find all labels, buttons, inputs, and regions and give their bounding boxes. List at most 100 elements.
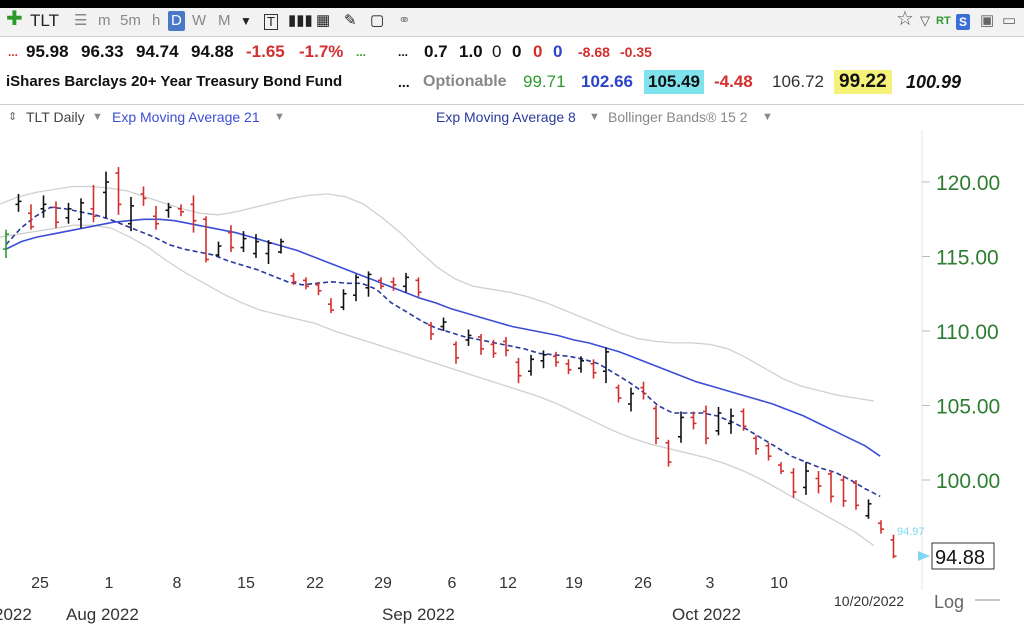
- price-bar: [28, 204, 34, 230]
- price-bar: [440, 317, 447, 331]
- bar-chart-icon[interactable]: ▮▮▮: [288, 12, 313, 29]
- timeframe-m[interactable]: m: [98, 12, 111, 29]
- list-icon[interactable]: ☰: [74, 12, 88, 29]
- last-date-label: 10/20/2022: [834, 593, 904, 609]
- price-bar: [453, 341, 459, 364]
- text-tool-icon[interactable]: T: [264, 14, 278, 30]
- realtime-icon[interactable]: RT: [936, 15, 951, 27]
- month-label: Aug 2022: [66, 605, 139, 624]
- link-icon[interactable]: ⚭: [398, 12, 411, 29]
- chevron-down-icon[interactable]: ▼: [92, 111, 103, 123]
- month-label: Sep 2022: [382, 605, 455, 624]
- x-tick-label: 26: [634, 575, 652, 592]
- ema21-line: [5, 218, 881, 457]
- y-tick-label: 105.00: [936, 396, 1000, 419]
- stat-value: 106.72: [772, 72, 824, 91]
- stat-value: 0: [533, 42, 543, 61]
- price-bar: [365, 271, 372, 297]
- pencil-icon[interactable]: ✎: [344, 12, 357, 29]
- sort-icon[interactable]: ⇕: [8, 111, 18, 123]
- price-bar: [190, 195, 197, 233]
- price-bar: [565, 359, 572, 375]
- price-bar: [778, 462, 784, 475]
- y-tick-label: 100.00: [936, 470, 1000, 493]
- timeframe-w[interactable]: W: [192, 12, 207, 29]
- price-bar: [603, 347, 609, 384]
- y-tick-label: 110.00: [936, 321, 999, 344]
- close-value: 94.88: [191, 42, 234, 61]
- star-icon[interactable]: ☆: [896, 8, 914, 30]
- share-icon[interactable]: S: [956, 14, 971, 30]
- x-tick-label: 8: [173, 575, 182, 592]
- price-bar: [478, 333, 484, 355]
- last-marker-label: 94.97: [897, 526, 925, 538]
- stat-value-highlight: 105.49: [644, 70, 704, 94]
- price-bar: [303, 277, 309, 290]
- timeframe-dropdown-icon[interactable]: ▼: [240, 14, 252, 28]
- dots: ...: [398, 74, 410, 90]
- calculator-icon[interactable]: ▦: [316, 12, 331, 29]
- x-tick-label: 25: [31, 575, 49, 592]
- price-bar: [353, 274, 359, 302]
- price-bar: [465, 329, 472, 346]
- price-bar: [3, 229, 9, 258]
- stat-value: -0.35: [620, 44, 652, 60]
- price-bar: [740, 408, 747, 431]
- legend-series-price[interactable]: TLT Daily: [26, 109, 85, 125]
- filter-icon[interactable]: ▽: [920, 13, 930, 28]
- price-bar: [828, 471, 834, 503]
- price-bar: [403, 272, 409, 293]
- price-bar: [815, 471, 822, 494]
- chevron-down-icon[interactable]: ▼: [762, 111, 773, 123]
- price-bar: [590, 359, 597, 379]
- stat-value-highlight: 99.22: [834, 70, 892, 94]
- price-bar: [703, 405, 709, 445]
- legend-ema8[interactable]: Exp Moving Average 8: [436, 109, 576, 125]
- quote-row-prices: ... 95.98 96.33 94.74 94.88 -1.65 -1.7% …: [0, 40, 1024, 64]
- save-icon[interactable]: ▣: [980, 12, 995, 29]
- stat-value: 0: [492, 42, 502, 61]
- price-bar: [265, 240, 272, 264]
- timeframe-h[interactable]: h: [152, 12, 161, 29]
- stat-value: 0: [553, 42, 563, 61]
- price-bar: [90, 184, 97, 223]
- timeframe-5m[interactable]: 5m: [120, 12, 141, 29]
- stat-value: 1.0: [459, 42, 483, 61]
- price-bar: [290, 272, 297, 285]
- log-scale-toggle: Log: [934, 592, 964, 612]
- open-value: 95.98: [26, 42, 69, 61]
- legend-ema21[interactable]: Exp Moving Average 21: [112, 109, 260, 125]
- timeframe-mo[interactable]: M: [218, 12, 231, 29]
- price-bar: [315, 281, 322, 296]
- timeframe-d[interactable]: D: [168, 11, 185, 31]
- add-symbol-icon[interactable]: ✚: [6, 8, 23, 30]
- dots: ...: [398, 45, 409, 59]
- price-bar: [165, 202, 172, 218]
- y-tick-label: 115.00: [936, 247, 999, 270]
- chart-toolbar: ✚ TLT ☰ m 5m h D W M ▼ T ▮▮▮ ▦ ✎ ▢ ⚭ ☆ ▽…: [0, 8, 1024, 37]
- price-bar: [678, 411, 684, 443]
- price-bar: [53, 201, 59, 229]
- y-tick-label: 120.00: [936, 172, 1000, 195]
- legend-bollinger[interactable]: Bollinger Bands® 15 2: [608, 109, 748, 125]
- price-chart[interactable]: 120.00 115.00 110.00 105.00 100.00 94.97 94.88…: [0, 130, 1024, 629]
- price-bar: [428, 322, 434, 340]
- dots: ...: [8, 45, 19, 59]
- chevron-down-icon[interactable]: ▼: [274, 111, 285, 123]
- price-bar: [503, 336, 509, 357]
- stat-value: 0: [512, 42, 522, 61]
- price-bar: [340, 289, 347, 311]
- price-bar: [40, 195, 47, 218]
- notes-icon[interactable]: ▢: [370, 12, 385, 29]
- price-bar: [528, 354, 534, 376]
- x-tick-label: 29: [374, 575, 392, 592]
- print-icon[interactable]: ▭: [1002, 12, 1017, 29]
- month-label: 2022: [0, 605, 32, 624]
- price-bar: [553, 351, 559, 367]
- price-bar: [840, 475, 847, 507]
- symbol-label[interactable]: TLT: [30, 11, 59, 30]
- change-value: -1.65: [246, 42, 285, 61]
- price-bar: [878, 520, 884, 534]
- chevron-down-icon[interactable]: ▼: [589, 111, 600, 123]
- price-bar: [803, 462, 809, 495]
